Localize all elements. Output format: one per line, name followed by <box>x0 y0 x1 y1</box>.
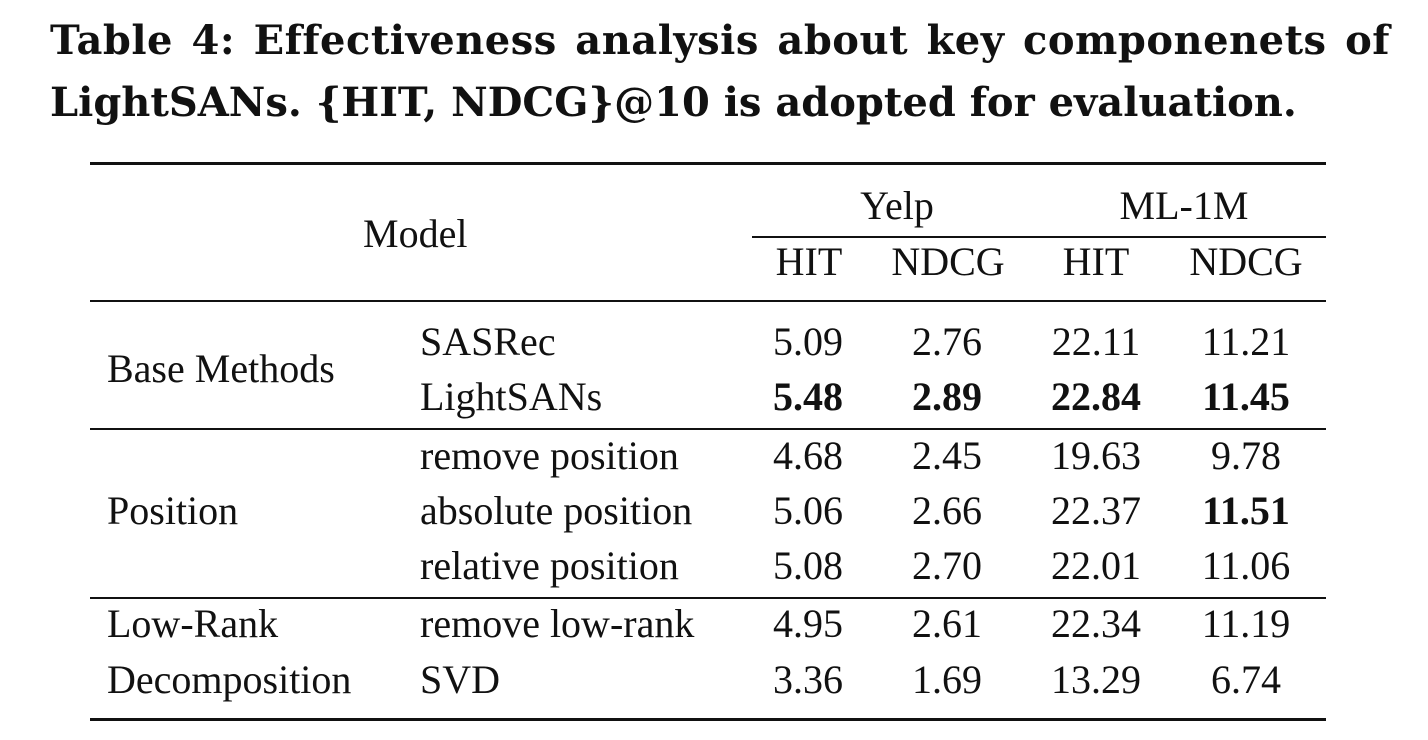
caption-line-1: Table 4: Effectiveness analysis about ke… <box>50 17 1390 64</box>
row-variant-label: absolute position <box>420 488 693 533</box>
value-cell-yelp-hit: 5.06 <box>773 488 843 533</box>
value-cell-ml1m-hit: 22.34 <box>1051 601 1141 646</box>
top-rule <box>90 162 1326 165</box>
group-label-position: Position <box>107 488 239 533</box>
value-cell-ml1m-hit: 22.01 <box>1051 543 1141 588</box>
model-header: Model <box>363 211 468 256</box>
group-label-low-rank: Low-Rank <box>107 601 279 646</box>
row-variant-label: LightSANs <box>420 374 603 419</box>
bottom-rule <box>90 718 1326 721</box>
value-cell-ml1m-ndcg: 11.51 <box>1202 488 1290 533</box>
row-variant-label: remove low-rank <box>420 601 695 646</box>
value-cell-ml1m-ndcg: 11.21 <box>1201 319 1291 364</box>
caption-line-2: LightSANs. {HIT, NDCG}@10 is adopted for… <box>50 79 1297 126</box>
dataset-header-yelp: Yelp <box>860 183 934 228</box>
table-caption: Table 4: Effectiveness analysis about ke… <box>50 10 1390 134</box>
value-cell-ml1m-hit: 22.11 <box>1051 319 1141 364</box>
group-label-base-methods: Base Methods <box>107 346 335 391</box>
value-cell-yelp-ndcg: 2.70 <box>912 543 982 588</box>
value-cell-ml1m-hit: 22.84 <box>1051 374 1141 419</box>
value-cell-yelp-hit: 4.68 <box>773 433 843 478</box>
value-cell-yelp-ndcg: 2.89 <box>912 374 982 419</box>
row-variant-label: SVD <box>420 657 501 702</box>
value-cell-ml1m-ndcg: 6.74 <box>1211 657 1281 702</box>
dataset-header-ml1m: ML-1M <box>1119 183 1249 228</box>
value-cell-ml1m-ndcg: 11.45 <box>1202 374 1290 419</box>
value-cell-yelp-ndcg: 2.66 <box>912 488 982 533</box>
value-cell-yelp-ndcg: 2.76 <box>912 319 982 364</box>
value-cell-ml1m-ndcg: 11.19 <box>1201 601 1291 646</box>
value-cell-yelp-hit: 5.48 <box>773 374 843 419</box>
value-cell-yelp-hit: 4.95 <box>773 601 843 646</box>
row-variant-label: remove position <box>420 433 679 478</box>
metric-header-ml1m-ndcg: NDCG <box>1189 239 1303 284</box>
value-cell-ml1m-hit: 13.29 <box>1051 657 1141 702</box>
value-cell-yelp-ndcg: 2.61 <box>912 601 982 646</box>
row-variant-label: SASRec <box>420 319 556 364</box>
metric-header-ml1m-hit: HIT <box>1062 239 1130 284</box>
value-cell-ml1m-ndcg: 9.78 <box>1211 433 1281 478</box>
value-cell-yelp-ndcg: 2.45 <box>912 433 982 478</box>
dataset-cmidrule <box>752 236 1326 238</box>
value-cell-yelp-hit: 3.36 <box>773 657 843 702</box>
metric-header-yelp-ndcg: NDCG <box>891 239 1005 284</box>
value-cell-yelp-ndcg: 1.69 <box>912 657 982 702</box>
group-label-decomposition: Decomposition <box>107 657 352 702</box>
value-cell-yelp-hit: 5.08 <box>773 543 843 588</box>
value-cell-ml1m-ndcg: 11.06 <box>1201 543 1291 588</box>
row-variant-label: relative position <box>420 543 679 588</box>
group-rule-1 <box>90 428 1326 430</box>
metric-header-yelp-hit: HIT <box>775 239 843 284</box>
value-cell-yelp-hit: 5.09 <box>773 319 843 364</box>
value-cell-ml1m-hit: 19.63 <box>1051 433 1141 478</box>
header-rule <box>90 300 1326 302</box>
value-cell-ml1m-hit: 22.37 <box>1051 488 1141 533</box>
group-rule-2 <box>90 597 1326 599</box>
